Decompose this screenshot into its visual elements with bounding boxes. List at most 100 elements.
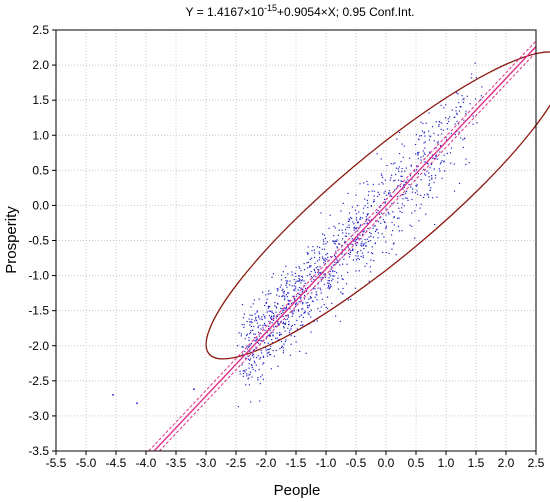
data-point: [431, 197, 434, 199]
data-point: [285, 319, 287, 321]
data-point: [358, 258, 361, 261]
data-point: [454, 116, 456, 118]
data-point: [248, 384, 251, 386]
data-point: [392, 211, 394, 213]
data-point: [433, 168, 435, 170]
data-point: [359, 216, 362, 219]
data-point: [347, 246, 350, 248]
data-point: [295, 305, 297, 308]
data-point: [445, 104, 447, 106]
data-point: [286, 280, 289, 282]
data-point: [263, 362, 265, 364]
data-point: [334, 270, 336, 273]
data-point: [306, 262, 308, 264]
data-point: [298, 286, 301, 289]
data-point: [277, 322, 279, 325]
data-point: [303, 298, 306, 300]
data-point: [277, 365, 279, 367]
data-point: [288, 303, 290, 305]
data-point: [372, 236, 375, 238]
data-point: [366, 214, 369, 216]
data-point: [435, 147, 437, 149]
data-point: [270, 318, 273, 321]
data-point: [267, 293, 269, 295]
data-point: [289, 329, 291, 332]
data-point: [398, 152, 401, 155]
data-point: [465, 158, 467, 160]
data-point: [261, 318, 263, 321]
data-point: [375, 229, 377, 231]
data-point: [395, 254, 397, 256]
data-point: [303, 294, 306, 297]
data-point: [258, 342, 260, 344]
data-point: [296, 302, 298, 304]
data-point: [280, 312, 282, 315]
data-point: [347, 299, 350, 301]
data-point: [395, 167, 398, 169]
data-point: [402, 156, 404, 158]
data-point: [424, 135, 426, 137]
data-point: [264, 329, 266, 331]
data-point: [419, 207, 421, 209]
data-point: [454, 123, 456, 125]
data-point: [259, 357, 262, 359]
data-point: [371, 246, 373, 248]
data-point: [397, 225, 400, 227]
data-point: [262, 378, 264, 380]
data-point: [298, 278, 300, 280]
data-point: [310, 270, 312, 273]
data-point: [323, 283, 325, 286]
data-point: [410, 165, 412, 167]
data-point: [348, 218, 350, 220]
data-point: [260, 340, 263, 342]
data-point: [426, 170, 428, 172]
y-tick-label: 2.5: [32, 23, 49, 37]
data-point: [317, 268, 319, 271]
data-point: [268, 305, 271, 308]
data-point: [317, 307, 319, 310]
data-point: [456, 112, 458, 114]
data-point: [281, 289, 283, 292]
data-point: [428, 151, 431, 153]
x-tick-label: 0.0: [378, 456, 395, 470]
data-point: [342, 278, 344, 280]
data-point: [404, 192, 407, 194]
data-point: [313, 256, 316, 259]
data-point: [373, 260, 375, 262]
data-point: [422, 122, 424, 125]
data-point: [300, 275, 303, 278]
data-point: [293, 335, 296, 338]
x-tick-label: -5.5: [46, 456, 67, 470]
data-point: [304, 282, 306, 285]
data-point: [417, 173, 419, 175]
data-point: [376, 228, 378, 230]
data-point: [446, 152, 449, 155]
data-point: [481, 86, 483, 88]
data-point: [333, 254, 336, 257]
data-point: [246, 348, 249, 350]
data-point: [381, 212, 383, 214]
data-point: [290, 343, 292, 345]
data-point: [259, 324, 261, 326]
data-point: [276, 288, 278, 290]
data-point: [345, 232, 347, 234]
data-point: [422, 196, 425, 199]
data-point: [327, 280, 329, 282]
data-point: [440, 161, 442, 163]
data-point: [294, 298, 296, 300]
data-point: [398, 166, 400, 168]
data-point: [242, 353, 244, 355]
data-point: [282, 350, 285, 352]
data-point: [421, 130, 424, 132]
data-point: [280, 279, 283, 281]
data-point: [356, 219, 358, 221]
data-point: [281, 308, 283, 310]
data-point: [434, 177, 437, 179]
data-point: [325, 306, 327, 308]
data-point: [410, 164, 412, 166]
data-point: [298, 293, 300, 295]
data-point: [364, 205, 366, 207]
data-point: [243, 313, 245, 315]
data-point: [405, 167, 407, 169]
